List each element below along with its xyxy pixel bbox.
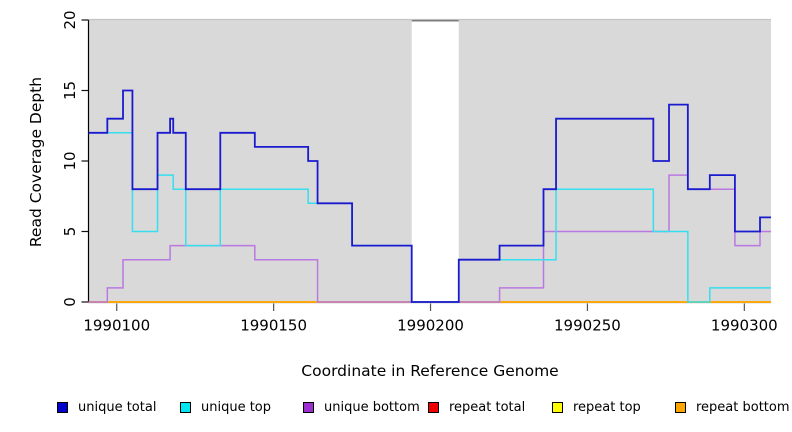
x-tick-label: 1990200	[397, 317, 464, 335]
legend-item-repeat-top: repeat top	[552, 399, 641, 415]
unique-top-swatch-icon	[180, 401, 191, 413]
legend-item-unique-total: unique total	[57, 399, 156, 415]
gap-band	[411, 19, 459, 302]
x-tick-label: 1990100	[83, 317, 150, 335]
legend-label: unique total	[78, 399, 157, 415]
legend-item-repeat-bottom: repeat bottom	[675, 399, 790, 415]
y-axis-label: Read Coverage Depth	[27, 76, 45, 248]
legend-label: unique bottom	[324, 399, 420, 415]
x-tick-label: 1990150	[240, 317, 307, 335]
legend-item-unique-bottom: unique bottom	[303, 399, 420, 415]
repeat-top-swatch-icon	[552, 401, 563, 413]
unique-bottom-swatch-icon	[303, 401, 314, 413]
legend-label: repeat total	[449, 399, 526, 415]
repeat-bottom-swatch-icon	[675, 401, 686, 413]
unique-total-swatch-icon	[57, 401, 68, 413]
y-tick-label: 15	[61, 81, 79, 100]
x-tick-label: 1990300	[711, 317, 778, 335]
y-tick-label: 5	[61, 227, 79, 237]
y-tick-label: 20	[61, 10, 79, 29]
y-tick-label: 0	[61, 297, 79, 307]
legend-item-repeat-total: repeat total	[428, 399, 525, 415]
repeat-total-swatch-icon	[428, 401, 439, 413]
legend-label: repeat bottom	[696, 399, 790, 415]
x-tick-label: 1990250	[554, 317, 621, 335]
legend-item-unique-top: unique top	[180, 399, 271, 415]
x-axis-label: Coordinate in Reference Genome	[301, 362, 559, 380]
legend-label: unique top	[201, 399, 272, 415]
y-tick-label: 10	[61, 151, 79, 170]
series-line-unique-total	[88, 89, 771, 303]
legend-label: repeat top	[573, 399, 641, 415]
series-lines	[88, 89, 771, 303]
